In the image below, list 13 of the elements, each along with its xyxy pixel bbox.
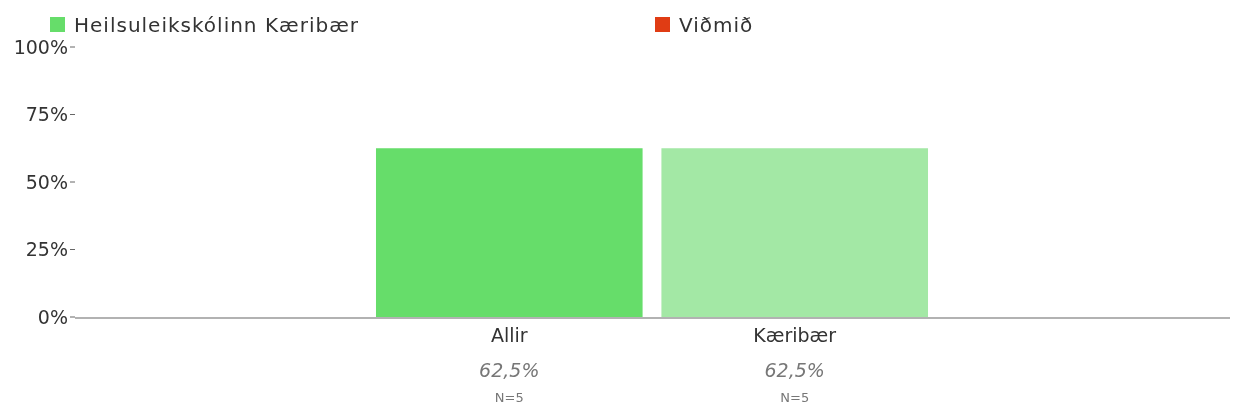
x-tick-label: Kæribær	[753, 324, 837, 346]
text: N=5	[494, 390, 524, 405]
y-tick-label: 50%	[25, 170, 68, 193]
y-tick-label: 100%	[13, 35, 68, 58]
y-tick-label: 75%	[25, 103, 68, 126]
legend-label: Heilsuleikskólinn Kæribær	[74, 13, 359, 37]
x-tick-label: Allir	[490, 324, 528, 346]
y-tick-label: 0%	[37, 305, 68, 328]
text: N=5	[780, 390, 810, 405]
legend-label: Viðmið	[679, 13, 754, 37]
data-label: 62,5%	[764, 359, 825, 381]
y-tick-label: 25%	[25, 238, 68, 261]
data-label: 62,5%	[479, 359, 540, 381]
